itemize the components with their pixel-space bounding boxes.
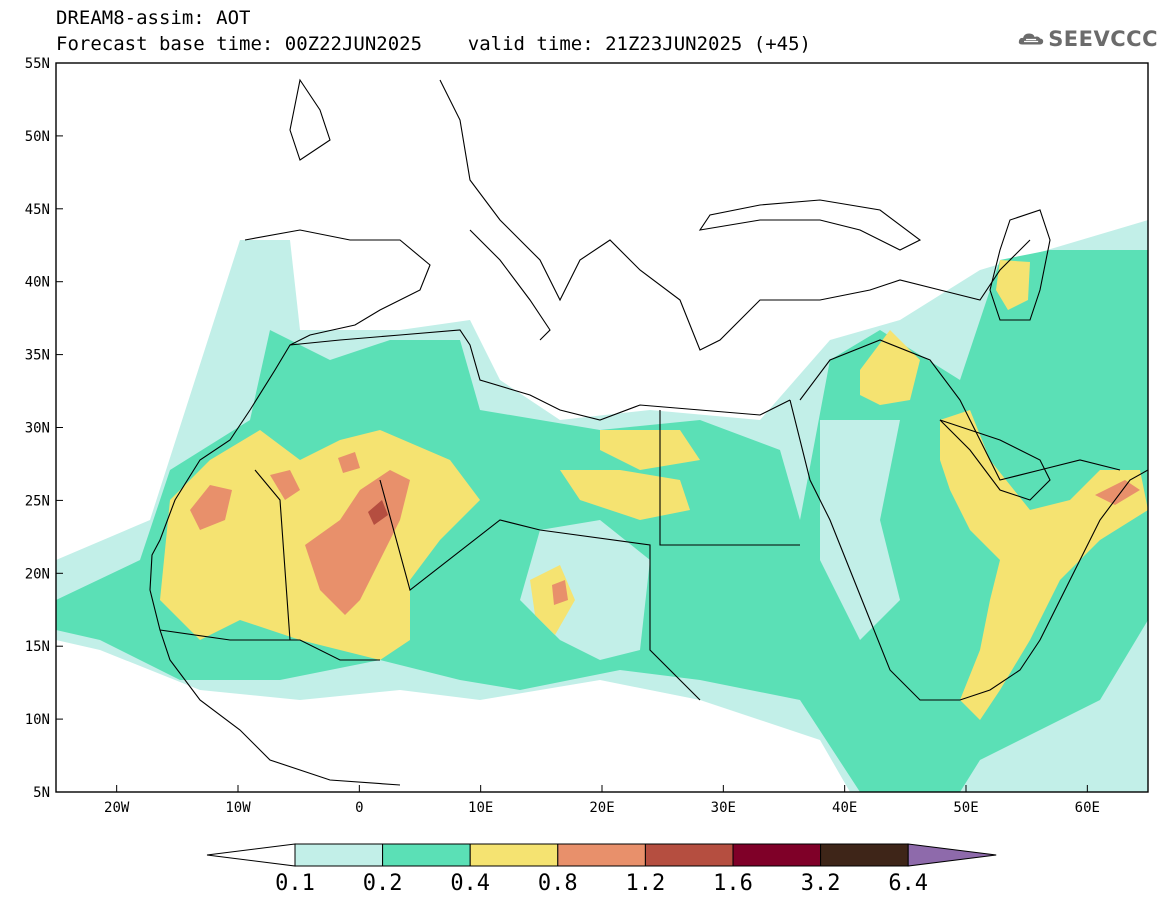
- coastline-n-africa: [289, 329, 791, 421]
- lat-label: 25N: [25, 493, 50, 509]
- lat-label: 15N: [25, 639, 50, 655]
- coastline-black-sea: [698, 199, 922, 251]
- aot-contour-0.8: [270, 470, 300, 500]
- coastline-red-sea: [789, 399, 1148, 701]
- colorbar-over-arrow: [907, 843, 997, 867]
- colorbar-segment: [644, 843, 734, 867]
- colorbar-label: 1.6: [713, 871, 753, 896]
- colorbar-under-arrow: [206, 843, 296, 867]
- lon-label: 10W: [225, 800, 251, 816]
- border-mali: [159, 629, 380, 661]
- aot-contour-0.4: [860, 330, 920, 405]
- coastlines: [149, 78, 1148, 786]
- aot-contour-1.2: [368, 500, 388, 525]
- coastline-persian-gulf: [939, 419, 1051, 501]
- coastline-iberia-africa: [149, 229, 431, 786]
- coastline-uk: [289, 78, 331, 161]
- colorbar-segment: [294, 843, 384, 867]
- colorbar-label: 0.1: [275, 871, 315, 896]
- lon-label: 10E: [468, 800, 493, 816]
- lon-label: 40E: [832, 800, 857, 816]
- aot-field: [56, 220, 1148, 792]
- lat-label: 50N: [25, 129, 50, 145]
- colorbar-label: 1.2: [626, 871, 666, 896]
- logo-text: SEEVCCC: [1048, 27, 1158, 51]
- colorbar-segment: [557, 843, 646, 867]
- aot-contour-0.1-gap: [820, 420, 900, 640]
- colorbar-segment: [820, 843, 909, 867]
- coastline-arabia: [799, 339, 1121, 481]
- seevccc-logo: SEEVCCC: [1018, 22, 1158, 56]
- aot-contour-0.4: [996, 260, 1030, 310]
- latitude-labels: 5N 10N 15N 20N 25N 30N 35N 40N 45N 50N 55N: [25, 56, 63, 801]
- border-egypt: [659, 410, 800, 546]
- lat-label: 55N: [25, 56, 50, 72]
- lon-label: 60E: [1075, 800, 1100, 816]
- lon-label: 20E: [589, 800, 614, 816]
- colorbar-segment: [382, 843, 471, 867]
- aot-contour-0.4: [600, 430, 700, 470]
- aot-contour-0.4: [940, 410, 1148, 720]
- lat-label: 35N: [25, 348, 50, 364]
- cloud-icon: [1018, 33, 1044, 45]
- colorbar-label: 0.4: [450, 871, 490, 896]
- lon-label: 30E: [711, 800, 736, 816]
- longitude-labels: 20W 10W 0 10E 20E 30E 40E 50E 60E: [104, 785, 1100, 816]
- colorbar-segment: [469, 843, 559, 867]
- map-title: DREAM8-assim: AOT: [56, 7, 251, 29]
- coastline-caspian: [989, 209, 1051, 321]
- aot-contour-0.4: [560, 470, 690, 520]
- coastline-italy: [469, 229, 551, 341]
- lat-label: 30N: [25, 421, 50, 437]
- lon-label: 20W: [104, 800, 130, 816]
- aot-contour-0.8: [190, 485, 232, 530]
- lat-label: 5N: [33, 785, 50, 801]
- lon-label: 50E: [953, 800, 978, 816]
- colorbar-label: 0.8: [538, 871, 578, 896]
- lat-label: 10N: [25, 712, 50, 728]
- aot-contour-0.8: [1095, 480, 1140, 505]
- border-sahara-2: [379, 479, 541, 591]
- lat-label: 45N: [25, 202, 50, 218]
- colorbar-segment: [732, 843, 822, 867]
- colorbar-label: 0.2: [363, 871, 403, 896]
- lat-label: 40N: [25, 275, 50, 291]
- forecast-time-line: Forecast base time: 00Z22JUN2025 valid t…: [56, 33, 811, 55]
- lon-label: 0: [355, 800, 363, 816]
- colorbar-label: 6.4: [888, 871, 928, 896]
- lat-label: 20N: [25, 566, 50, 582]
- coastline-europe: [439, 79, 1031, 351]
- aot-contour-0.8: [338, 452, 360, 473]
- aot-contour-0.8: [552, 580, 568, 605]
- colorbar: 0.1 0.2 0.4 0.8 1.2 1.6 3.2 6.4: [206, 843, 997, 896]
- colorbar-label: 3.2: [801, 871, 841, 896]
- border-sudan: [539, 529, 701, 701]
